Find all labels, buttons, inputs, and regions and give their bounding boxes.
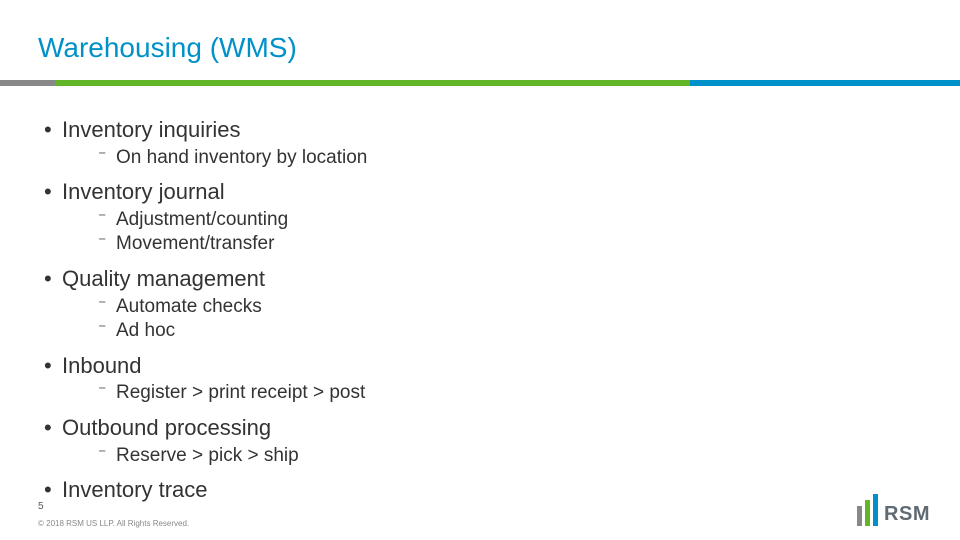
logo-text: RSM: [884, 503, 930, 526]
bullet-label: Outbound processing: [62, 414, 271, 442]
sub-dash-icon: ⁻: [98, 320, 116, 341]
sub-item: ⁻ Register > print receipt > post: [98, 381, 914, 406]
sub-item: ⁻ Automate checks: [98, 295, 914, 320]
content-area: • Inventory inquiries ⁻ On hand inventor…: [44, 108, 914, 504]
rsm-logo: RSM: [857, 494, 930, 526]
title-divider: [0, 80, 960, 86]
sub-dash-icon: ⁻: [98, 445, 116, 466]
sub-label: Reserve > pick > ship: [116, 444, 299, 469]
bullet-dot-icon: •: [44, 265, 62, 293]
bullet-label: Inbound: [62, 352, 142, 380]
bullet-item: • Inbound: [44, 352, 914, 380]
sub-dash-icon: ⁻: [98, 233, 116, 254]
bullet-dot-icon: •: [44, 178, 62, 206]
bullet-label: Inventory inquiries: [62, 116, 241, 144]
slide-title: Warehousing (WMS): [38, 32, 297, 64]
sub-label: On hand inventory by location: [116, 146, 367, 171]
copyright-text: © 2018 RSM US LLP. All Rights Reserved.: [38, 519, 189, 528]
sub-dash-icon: ⁻: [98, 147, 116, 168]
bullet-dot-icon: •: [44, 476, 62, 504]
sub-item: ⁻ Adjustment/counting: [98, 208, 914, 233]
logo-bar: [865, 500, 870, 526]
sub-item: ⁻ Ad hoc: [98, 319, 914, 344]
sub-label: Register > print receipt > post: [116, 381, 365, 406]
bullet-dot-icon: •: [44, 352, 62, 380]
sub-label: Ad hoc: [116, 319, 175, 344]
sub-dash-icon: ⁻: [98, 209, 116, 230]
sub-label: Adjustment/counting: [116, 208, 288, 233]
sub-label: Movement/transfer: [116, 232, 274, 257]
sub-dash-icon: ⁻: [98, 296, 116, 317]
bullet-item: • Outbound processing: [44, 414, 914, 442]
sub-label: Automate checks: [116, 295, 262, 320]
bullet-item: • Inventory trace: [44, 476, 914, 504]
logo-bar: [857, 506, 862, 526]
sub-list: ⁻ Register > print receipt > post: [98, 381, 914, 406]
bullet-dot-icon: •: [44, 414, 62, 442]
bullet-label: Inventory journal: [62, 178, 225, 206]
bullet-item: • Inventory inquiries: [44, 116, 914, 144]
sub-dash-icon: ⁻: [98, 382, 116, 403]
divider-segment-green: [55, 80, 690, 86]
bullet-label: Quality management: [62, 265, 265, 293]
sub-item: ⁻ Movement/transfer: [98, 232, 914, 257]
bullet-label: Inventory trace: [62, 476, 208, 504]
logo-bars-icon: [857, 494, 878, 526]
sub-list: ⁻ On hand inventory by location: [98, 146, 914, 171]
bullet-item: • Inventory journal: [44, 178, 914, 206]
sub-list: ⁻ Adjustment/counting ⁻ Movement/transfe…: [98, 208, 914, 257]
bullet-item: • Quality management: [44, 265, 914, 293]
sub-item: ⁻ On hand inventory by location: [98, 146, 914, 171]
sub-list: ⁻ Automate checks ⁻ Ad hoc: [98, 295, 914, 344]
logo-bar: [873, 494, 878, 526]
page-number: 5: [38, 501, 44, 512]
divider-segment-gray: [0, 80, 55, 86]
sub-item: ⁻ Reserve > pick > ship: [98, 444, 914, 469]
sub-list: ⁻ Reserve > pick > ship: [98, 444, 914, 469]
divider-segment-blue: [690, 80, 960, 86]
bullet-dot-icon: •: [44, 116, 62, 144]
